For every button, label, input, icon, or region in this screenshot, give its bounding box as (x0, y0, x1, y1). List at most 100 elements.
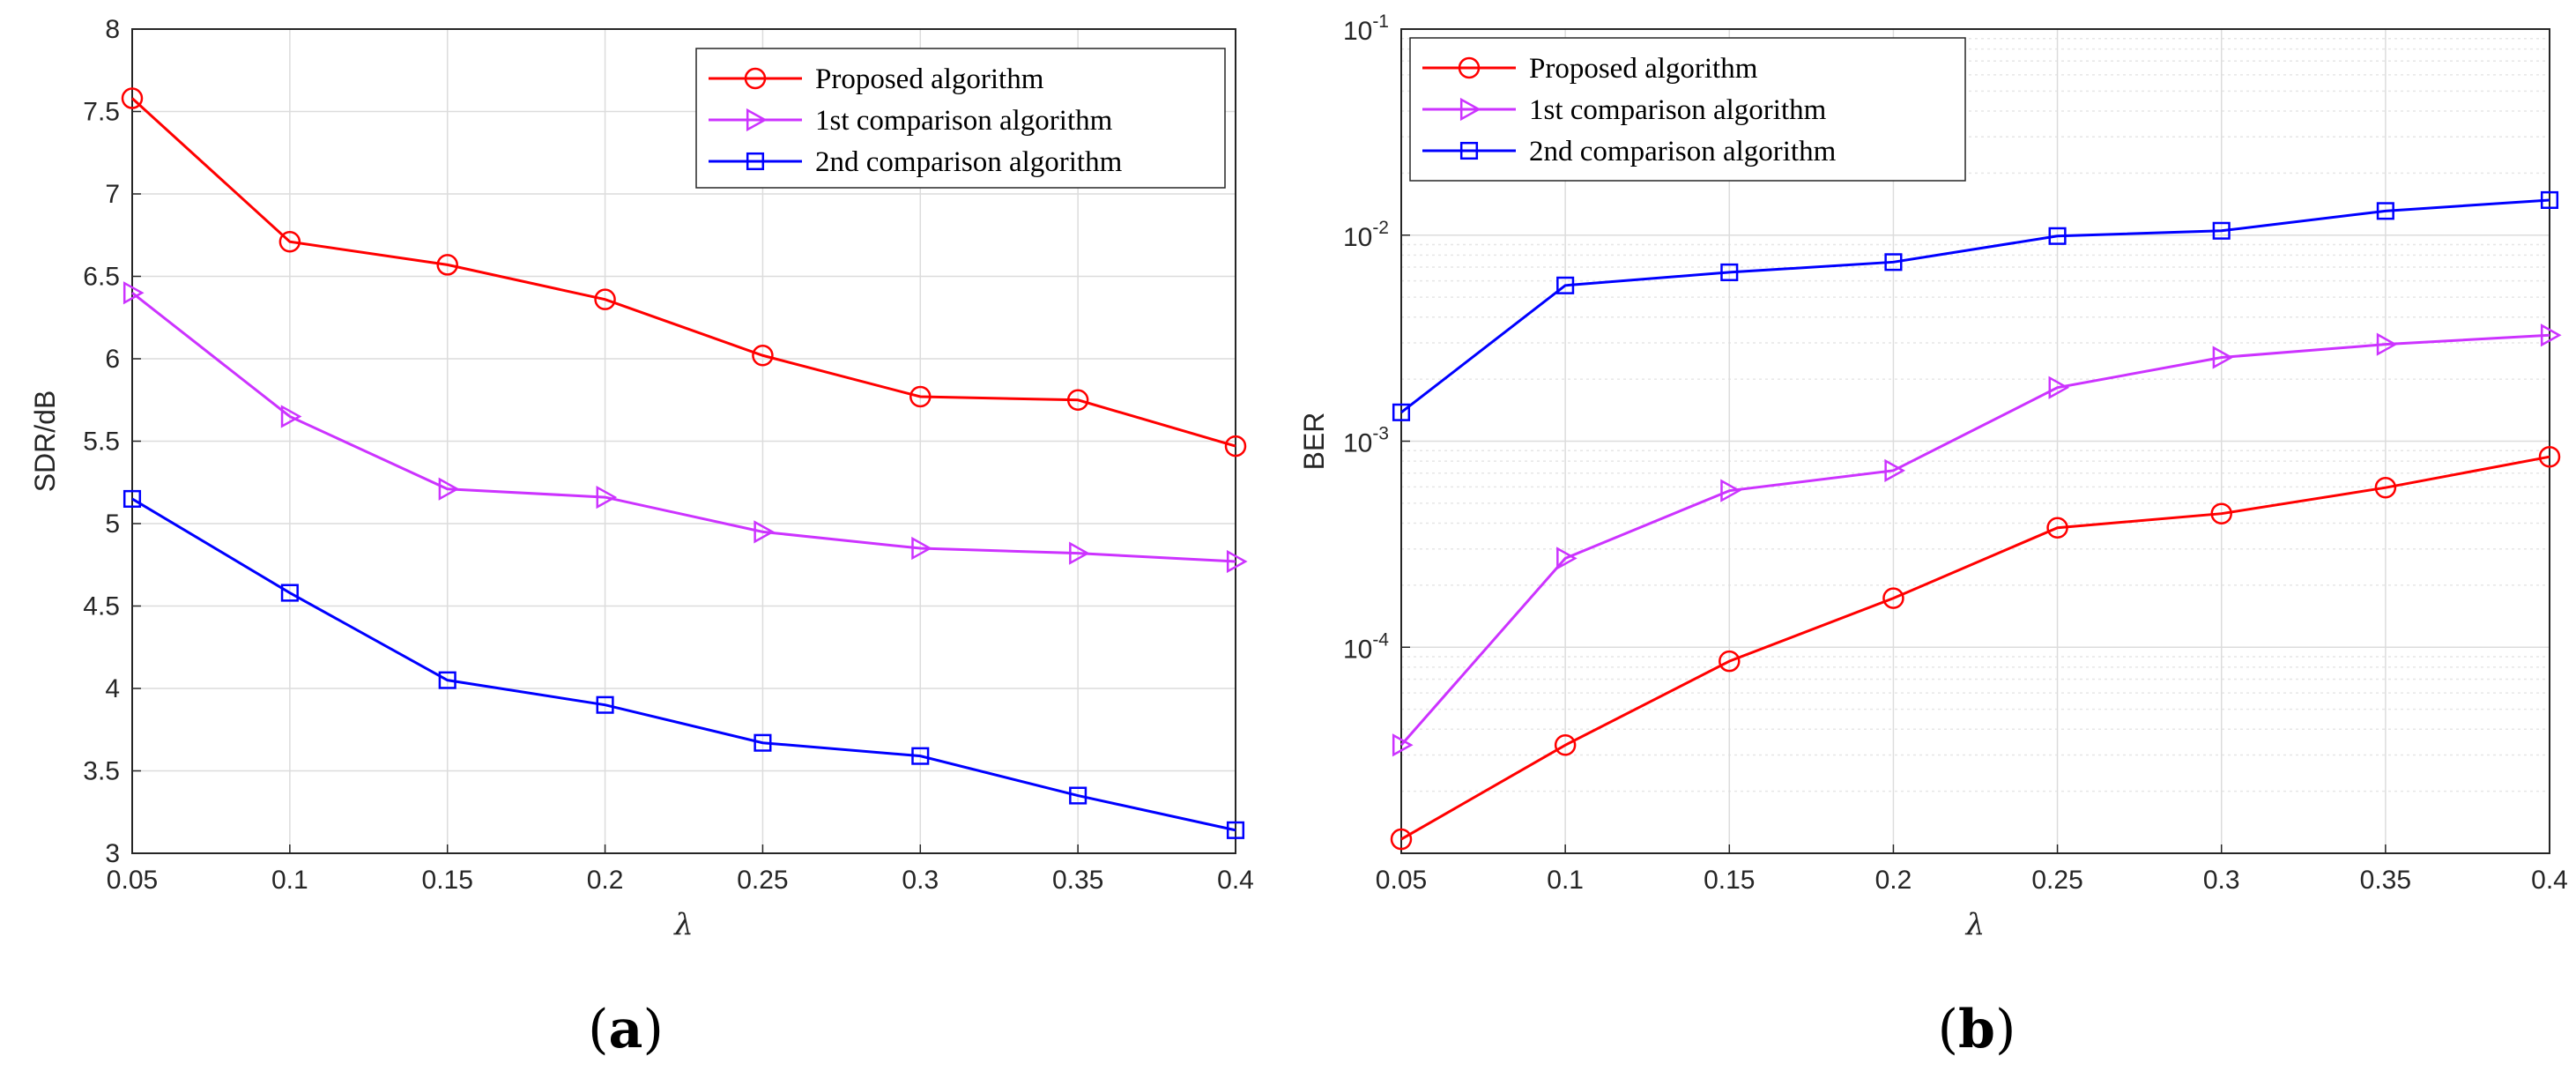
y-tick-base: 10 (1343, 223, 1372, 252)
y-tick-base: 10 (1343, 635, 1372, 664)
legend-label: 2nd comparison algorithm (815, 146, 1123, 178)
y-axis-label: SDR/dB (29, 390, 61, 493)
data-point (1556, 547, 1578, 570)
data-point (909, 385, 932, 408)
data-point (122, 489, 142, 509)
data-point (2048, 227, 2067, 245)
legend-marker (1459, 141, 1479, 160)
data-point (753, 520, 776, 544)
data-point (1884, 253, 1903, 271)
x-tick-label: 0.1 (271, 866, 308, 895)
y-tick-exponent: -4 (1372, 629, 1389, 650)
y-tick-label: 5 (105, 509, 120, 539)
y-tick-exponent: -1 (1372, 11, 1389, 32)
subfigure-caption: (a) (588, 999, 664, 1060)
legend-label: Proposed algorithm (1529, 53, 1758, 85)
y-tick-exponent: -3 (1372, 424, 1389, 444)
series-2 (122, 281, 1248, 574)
y-axis-label: BER (1298, 413, 1330, 471)
data-point (2376, 202, 2394, 220)
data-point (1066, 389, 1089, 411)
y-tick-exponent: -2 (1372, 218, 1389, 238)
x-tick-label: 0.2 (1875, 866, 1912, 895)
x-tick-label: 0.15 (422, 866, 473, 895)
legend-box (695, 48, 1226, 189)
data-point (1392, 403, 1411, 421)
data-point (122, 281, 145, 305)
series-line (131, 292, 1236, 563)
legend-marker (746, 152, 765, 171)
data-point (2540, 324, 2562, 347)
legend-marker (1459, 97, 1481, 122)
x-tick-label: 0.2 (587, 866, 624, 895)
legend-label: 1st comparison algorithm (815, 105, 1113, 137)
chart-b: 0.05 0.1 0.15 0.2 0.25 0.3 0.35 0.410-410-310-2… (1298, 11, 2568, 1060)
caption-paren: ) (642, 999, 663, 1060)
y-tick-label: 3 (105, 839, 120, 868)
x-tick-label: 0.35 (2360, 866, 2411, 895)
y-tick-label: 4 (105, 674, 120, 703)
series-line (1400, 455, 2550, 841)
data-point (2048, 376, 2070, 399)
data-point (1390, 828, 1413, 851)
data-point (2212, 221, 2231, 240)
data-point (1554, 734, 1577, 756)
data-point (596, 485, 618, 509)
y-tick-base: 10 (1343, 17, 1372, 46)
data-point (2046, 517, 2068, 539)
data-point (1226, 549, 1248, 574)
series-line (1400, 198, 2550, 413)
x-tick-label: 0.25 (737, 866, 788, 895)
x-tick-label: 0.3 (902, 866, 939, 895)
data-point (2538, 445, 2561, 468)
data-point (2374, 476, 2397, 499)
data-point (438, 477, 460, 501)
data-point (280, 405, 302, 428)
data-point (1069, 786, 1088, 805)
legend-a: Proposed algorithm 1st comparison algorit… (695, 48, 1226, 189)
caption-letter: a (609, 999, 643, 1060)
y-tick-label: 7.5 (83, 98, 120, 127)
series-2 (1392, 324, 2562, 757)
series-line (131, 497, 1236, 832)
data-point (2210, 502, 2232, 524)
caption-paren: ( (1938, 999, 1958, 1060)
y-tick-label: 10-4 (1343, 629, 1389, 664)
caption-paren: ( (588, 999, 608, 1060)
data-point (911, 536, 932, 561)
series-1 (1390, 445, 2561, 851)
data-point (1069, 541, 1090, 565)
caption-paren: ) (1995, 999, 2016, 1060)
legend-marker (744, 67, 767, 90)
data-point (278, 230, 301, 253)
data-point (2376, 332, 2398, 356)
x-tick-label: 0.15 (1704, 866, 1755, 895)
y-tick-label: 6.5 (83, 263, 120, 292)
series-line (130, 97, 1236, 448)
x-tick-label: 0.25 (2031, 866, 2082, 895)
data-point (2212, 346, 2234, 369)
data-point (1392, 733, 1414, 757)
legend-marker (1458, 56, 1481, 79)
legend-label: 2nd comparison algorithm (1529, 136, 1837, 167)
legend-b: Proposed algorithm 1st comparison algorit… (1409, 37, 1966, 182)
data-point (753, 733, 772, 752)
data-point (594, 288, 616, 310)
subfigure-caption: (b) (1938, 999, 2016, 1060)
chart-a: 0.05 0.1 0.15 0.2 0.25 0.3 0.35 0.4 3 3.5 4 4.5 5 5.5… (29, 15, 1254, 1060)
legend-label: 1st comparison algorithm (1529, 94, 1827, 126)
data-point (436, 254, 458, 276)
data-point (1720, 479, 1741, 502)
caption-letter: b (1958, 999, 1995, 1060)
series-1 (121, 87, 1247, 457)
x-tick-label: 0.3 (2203, 866, 2240, 895)
y-tick-label: 7 (105, 180, 120, 209)
y-tick-label: 5.5 (83, 428, 120, 457)
x-tick-label: 0.4 (1217, 866, 1254, 895)
y-tick-label: 4.5 (83, 592, 120, 621)
y-tick-label: 3.5 (83, 757, 120, 786)
series-line (1399, 333, 2550, 747)
y-tick-label: 10-1 (1343, 11, 1389, 46)
y-tick-label: 8 (105, 15, 120, 44)
